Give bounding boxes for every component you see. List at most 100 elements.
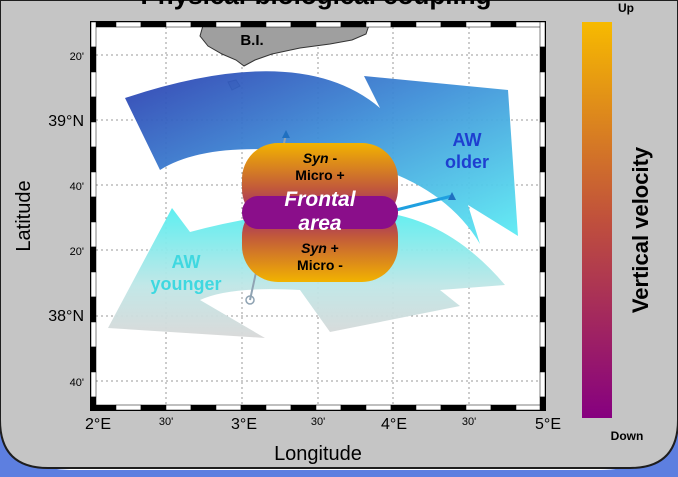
frame-segment <box>165 21 192 28</box>
island-label: B.I. <box>240 32 263 49</box>
frame-segment <box>90 96 97 123</box>
x-tick-label: 5°E <box>535 416 561 433</box>
frame-segment <box>515 21 542 28</box>
frame-segment <box>165 404 192 411</box>
frame-segment <box>240 21 267 28</box>
frame-segment <box>90 46 97 73</box>
aw-older-label-line1: AW <box>453 130 482 150</box>
frame-segment <box>290 21 317 28</box>
frame-segment <box>539 296 546 323</box>
y-tick-label: 39°N <box>48 113 84 130</box>
frame-segment <box>90 296 97 323</box>
y-tick-label: 40' <box>70 181 84 193</box>
frame-segment <box>290 404 317 411</box>
frame-segment <box>90 196 97 223</box>
colorbar-top-label: Up <box>618 1 634 15</box>
track-marker-north <box>282 130 290 138</box>
frame-segment <box>440 404 467 411</box>
frame-segment <box>415 21 442 28</box>
frame-segment <box>390 404 417 411</box>
y-axis-title: Latitude <box>13 180 35 251</box>
frame-segment <box>440 21 467 28</box>
frame-segment <box>365 404 392 411</box>
frame-segment <box>90 346 97 373</box>
frame-segment <box>140 404 167 411</box>
frame-segment <box>90 146 97 173</box>
frame-segment <box>415 404 442 411</box>
frame-segment <box>465 21 492 28</box>
frame-segment <box>539 221 546 248</box>
frame-segment <box>90 171 97 198</box>
frame-segment <box>315 21 342 28</box>
frame-segment <box>340 404 367 411</box>
frontal-label-line1: Frontal <box>284 188 356 211</box>
aw-younger-label-line2: younger <box>150 274 221 294</box>
frame-segment <box>539 346 546 373</box>
frontal-band <box>242 196 398 229</box>
frame-segment <box>539 21 546 48</box>
frame-segment <box>490 21 517 28</box>
track-marker-east <box>448 192 456 200</box>
frame-segment <box>539 396 546 411</box>
frame-segment <box>90 371 97 398</box>
y-tick-label: 40' <box>70 377 84 389</box>
x-axis-title: Longitude <box>274 443 362 465</box>
frame-segment <box>90 246 97 273</box>
frontal-label-line2: area <box>298 212 342 235</box>
frame-segment <box>90 71 97 98</box>
x-tick-labels: 2°E 30' 3°E 30' 4°E 30' 5°E <box>85 416 561 433</box>
aw-older-label-line2: older <box>445 152 489 172</box>
colorbar-title: Vertical velocity <box>628 146 653 313</box>
upper-lobe-micro-label: Micro + <box>295 167 344 183</box>
frame-segment <box>340 21 367 28</box>
y-tick-labels: 20' 39°N 40' 20' 38°N 40' <box>48 51 84 389</box>
frame-segment <box>265 21 292 28</box>
frame-segment <box>265 404 292 411</box>
frame-segment <box>315 404 342 411</box>
frame-segment <box>90 396 97 411</box>
frame-segment <box>115 404 142 411</box>
frame-segment <box>365 21 392 28</box>
frame-segment <box>539 146 546 173</box>
map-frame-ticks <box>90 21 546 411</box>
track-start-marker <box>245 295 255 305</box>
x-tick-label: 30' <box>462 416 476 428</box>
y-tick-label: 38°N <box>48 308 84 325</box>
frame-segment <box>390 21 417 28</box>
frame-segment <box>539 96 546 123</box>
frame-segment <box>115 21 142 28</box>
island-shape <box>199 21 371 67</box>
frame-segment <box>190 21 217 28</box>
x-tick-label: 30' <box>311 416 325 428</box>
frame-segment <box>90 221 97 248</box>
frame-segment <box>539 371 546 398</box>
frame-segment <box>215 21 242 28</box>
frame-segment <box>539 171 546 198</box>
upper-lobe-syn-label: Syn - <box>303 150 338 166</box>
aw-younger-label-line1: AW <box>172 252 201 272</box>
frame-segment <box>490 404 517 411</box>
frame-segment <box>539 271 546 298</box>
frame-segment <box>190 404 217 411</box>
lower-lobe-syn-label: Syn + <box>301 240 339 256</box>
frame-segment <box>240 404 267 411</box>
x-tick-label: 3°E <box>231 416 257 433</box>
colorbar <box>582 22 612 418</box>
colorbar-bottom-label: Down <box>611 429 644 443</box>
frame-segment <box>539 196 546 223</box>
frame-segment <box>539 71 546 98</box>
frame-segment <box>90 271 97 298</box>
frame-segment <box>465 404 492 411</box>
frame-segment <box>215 404 242 411</box>
frame-segment <box>539 246 546 273</box>
frame-segment <box>539 46 546 73</box>
figure-title: Physical-biological coupling <box>140 0 491 10</box>
frame-segment <box>539 321 546 348</box>
frame-segment <box>90 321 97 348</box>
y-tick-label: 20' <box>70 246 84 258</box>
frame-segment <box>539 121 546 148</box>
y-tick-label: 20' <box>70 51 84 63</box>
aw-older-arrow <box>125 71 518 244</box>
